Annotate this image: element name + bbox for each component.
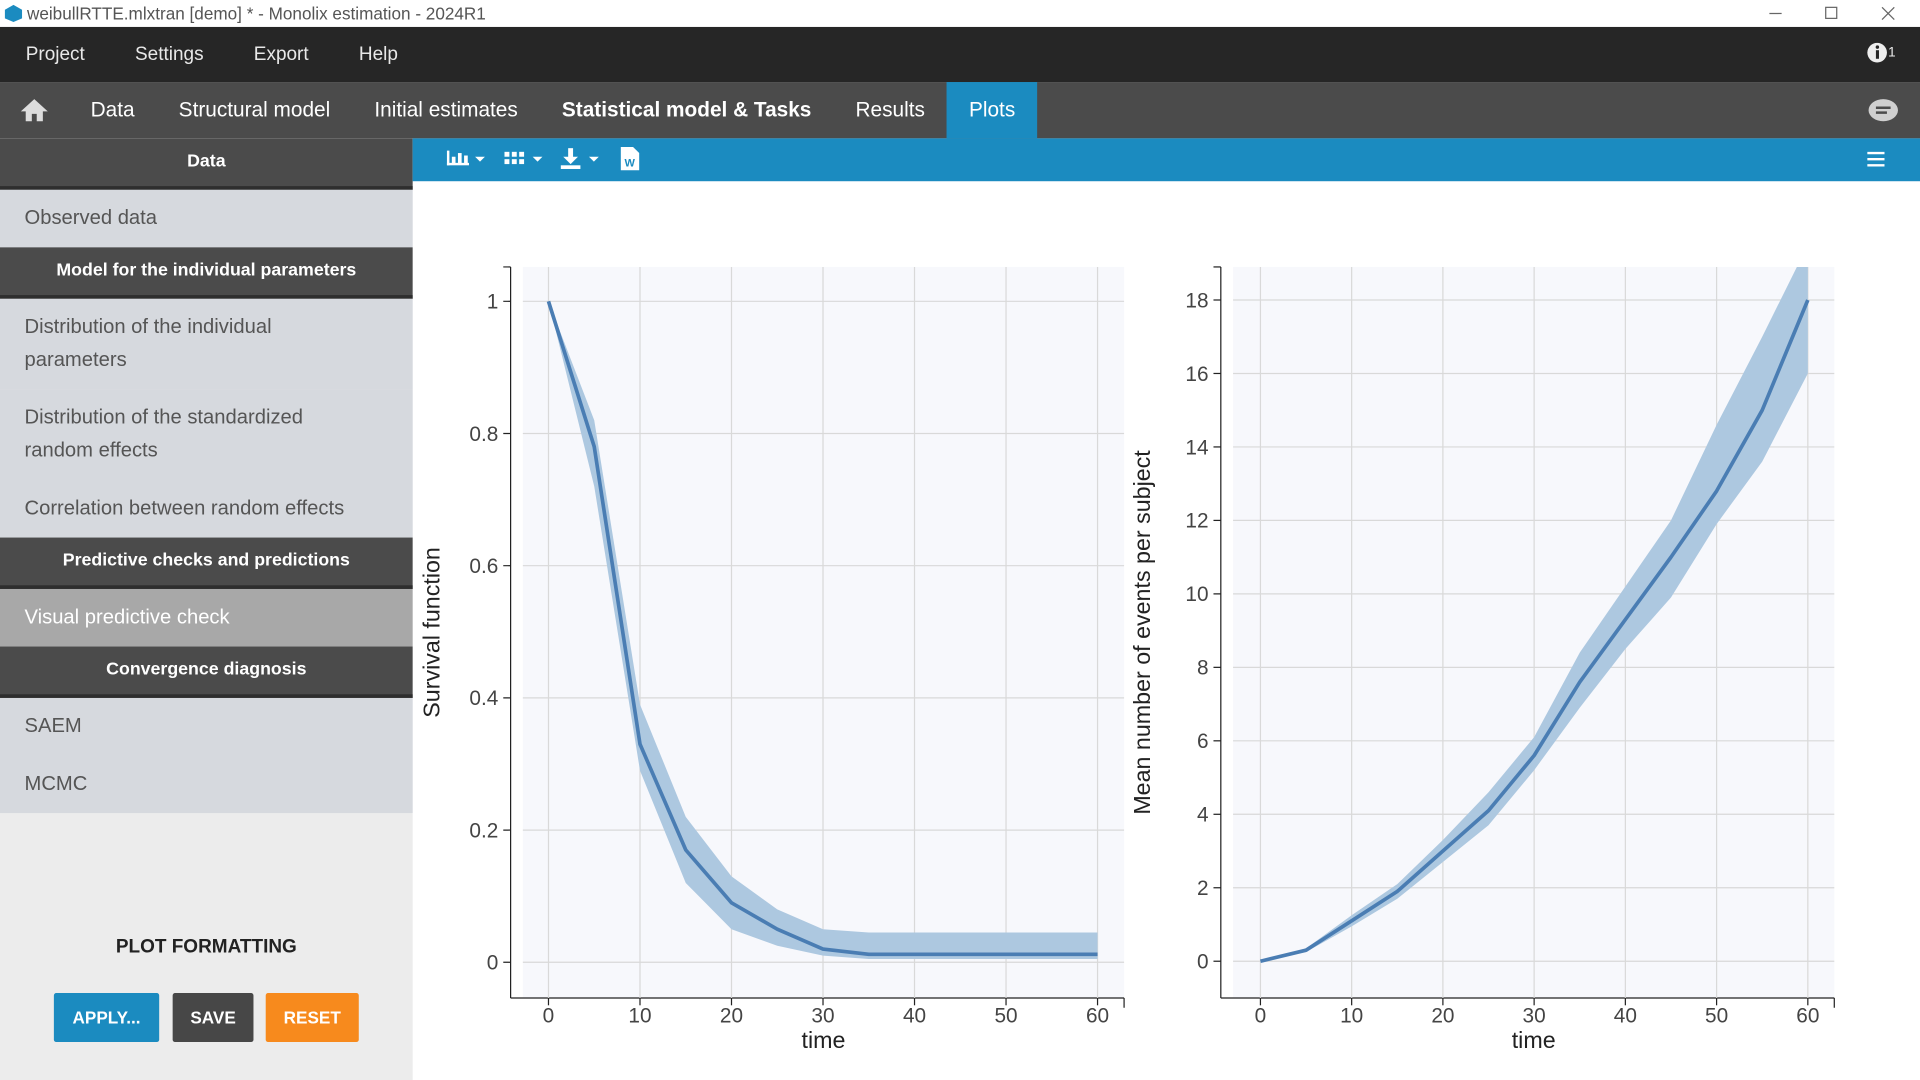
x-tick-label: 40 bbox=[903, 1004, 926, 1027]
toolbar-icons[interactable]: W bbox=[413, 138, 658, 181]
sidebar-item[interactable]: SAEM bbox=[0, 697, 413, 756]
x-tick-label: 60 bbox=[1796, 1004, 1819, 1027]
y-tick-label: 8 bbox=[1197, 657, 1209, 680]
plot-formatting-title: PLOT FORMATTING bbox=[115, 936, 297, 958]
y-tick-label: 0.2 bbox=[469, 819, 498, 842]
x-tick-label: 30 bbox=[811, 1004, 834, 1027]
sidebar-item[interactable]: MCMC bbox=[0, 755, 413, 814]
y-tick-label: 0.4 bbox=[469, 687, 498, 710]
y-tick-label: 12 bbox=[1185, 510, 1208, 533]
y-tick-label: 6 bbox=[1197, 730, 1209, 753]
x-tick-label: 50 bbox=[1705, 1004, 1728, 1027]
window-title: weibullRTTE.mlxtran [demo] * - Monolix e… bbox=[26, 3, 486, 24]
plot-marks bbox=[1259, 266, 1810, 964]
median-line bbox=[1259, 299, 1810, 964]
y-tick-label: 0.6 bbox=[469, 555, 498, 578]
button[interactable]: SAVE bbox=[172, 993, 254, 1043]
chat-icon[interactable] bbox=[1866, 97, 1900, 126]
x-tick-label: 10 bbox=[1340, 1004, 1363, 1027]
tab-bar: Data Structural model Initial estimates Sta… bbox=[0, 82, 1920, 139]
x-axis-label: time bbox=[1512, 1027, 1556, 1053]
x-tick-label: 0 bbox=[1255, 1004, 1267, 1027]
y-axis-label: Survival function bbox=[419, 547, 445, 718]
sidebar-item[interactable]: Observed data bbox=[0, 189, 413, 248]
y-tick-label: 18 bbox=[1185, 289, 1208, 312]
charts: 00.20.40.60.810 10 20 30 40 50 60timeSurvival … bbox=[419, 266, 1835, 1053]
tab[interactable]: Initial estimates bbox=[374, 97, 518, 122]
y-tick-label: 0 bbox=[487, 952, 499, 975]
x-tick-label: 50 bbox=[994, 1004, 1017, 1027]
x-axis-label: time bbox=[802, 1027, 846, 1053]
y-axis-label: Mean number of events per subject bbox=[1129, 450, 1155, 815]
notification-icon[interactable]: 1 bbox=[1866, 42, 1910, 66]
x-tick-label: 30 bbox=[1523, 1004, 1546, 1027]
y-tick-label: 1 bbox=[487, 291, 499, 314]
median-line bbox=[546, 300, 1098, 957]
x-tick-label: 60 bbox=[1086, 1004, 1109, 1027]
sidebar-item[interactable]: Distribution of the individual parameter… bbox=[0, 298, 413, 390]
section-title: Data bbox=[0, 138, 413, 190]
x-tick-label: 20 bbox=[1431, 1004, 1454, 1027]
x-tick-label: 40 bbox=[1614, 1004, 1637, 1027]
button[interactable]: APPLY... bbox=[53, 993, 160, 1043]
button[interactable]: RESET bbox=[265, 993, 359, 1043]
window-controls[interactable] bbox=[1763, 0, 1920, 27]
y-tick-label: 2 bbox=[1197, 877, 1209, 900]
y-tick-label: 16 bbox=[1185, 363, 1208, 386]
menu-item[interactable]: Project bbox=[25, 43, 85, 65]
y-tick-label: 14 bbox=[1185, 436, 1208, 459]
y-tick-label: 0.8 bbox=[469, 423, 498, 446]
x-tick-label: 0 bbox=[543, 1004, 555, 1027]
home-icon bbox=[20, 99, 48, 122]
menu-item[interactable]: Settings bbox=[135, 43, 204, 65]
section-title: Convergence diagnosis bbox=[0, 646, 413, 698]
sidebar-item[interactable]: Correlation between random effects bbox=[0, 480, 413, 538]
sidebar: Data Observed data Model for the individua… bbox=[0, 138, 413, 1080]
y-tick-label: 10 bbox=[1185, 583, 1208, 606]
plot-marks bbox=[546, 300, 1098, 959]
app-icon bbox=[4, 4, 23, 23]
section-title: Model for the individual parameters bbox=[0, 247, 413, 299]
menu-item[interactable]: Help bbox=[358, 43, 398, 65]
menu-bar: Project Settings Export Help bbox=[0, 26, 1920, 83]
sidebar-item[interactable]: Distribution of the standardized random … bbox=[0, 389, 413, 480]
tab[interactable]: Data bbox=[90, 97, 135, 122]
title-bar: weibullRTTE.mlxtran [demo] * - Monolix e… bbox=[0, 0, 1920, 27]
plot-toolbar: W bbox=[412, 138, 1920, 182]
tab[interactable]: Plots bbox=[946, 82, 1038, 139]
y-tick-label: 4 bbox=[1197, 804, 1209, 827]
section-title: Predictive checks and predictions bbox=[0, 537, 413, 589]
toolbar-menu[interactable] bbox=[1866, 151, 1886, 168]
home-tab[interactable] bbox=[0, 82, 69, 138]
tab[interactable]: Results bbox=[855, 97, 925, 122]
y-tick-label: 0 bbox=[1197, 951, 1209, 974]
notification-count: 1 bbox=[1888, 44, 1895, 59]
tab[interactable]: Statistical model & Tasks bbox=[561, 97, 812, 122]
tab[interactable]: Structural model bbox=[178, 97, 331, 122]
sidebar-item[interactable]: Visual predictive check bbox=[0, 588, 413, 647]
x-tick-label: 20 bbox=[720, 1004, 743, 1027]
menu-item[interactable]: Export bbox=[253, 43, 309, 65]
svg-text:W: W bbox=[624, 158, 635, 170]
x-tick-label: 10 bbox=[628, 1004, 651, 1027]
